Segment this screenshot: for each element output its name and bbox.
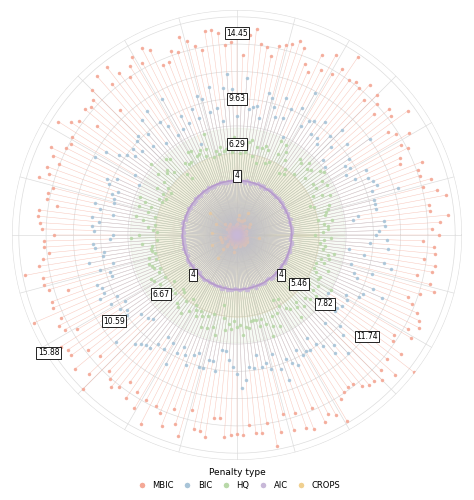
Legend: MBIC, BIC, HQ, AIC, CROPS: MBIC, BIC, HQ, AIC, CROPS [130,464,344,494]
Text: 15.88: 15.88 [38,348,59,358]
Text: 10.59: 10.59 [103,316,125,326]
Text: 7.82: 7.82 [317,300,334,308]
Text: 6.29: 6.29 [228,140,246,149]
Text: 9.63: 9.63 [228,94,246,103]
Text: 5.46: 5.46 [291,279,308,288]
Text: 4: 4 [235,171,239,180]
Text: 6.67: 6.67 [153,290,170,298]
Text: 11.74: 11.74 [356,332,378,341]
Text: 4: 4 [191,270,195,279]
Text: 4: 4 [279,270,283,279]
Text: 14.45: 14.45 [226,28,248,38]
